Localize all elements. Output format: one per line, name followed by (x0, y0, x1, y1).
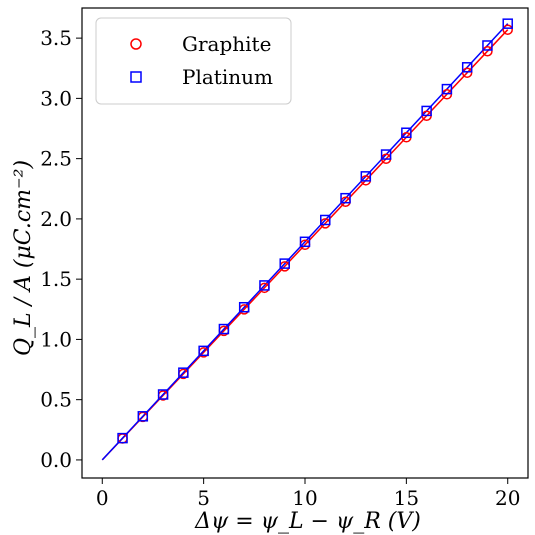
legend-label-platinum: Platinum (182, 65, 273, 89)
data-point-platinum (340, 192, 351, 204)
data-point-platinum (198, 345, 209, 357)
y-tick-label: 0.5 (40, 388, 72, 412)
data-point-platinum (218, 323, 230, 335)
data-point-platinum (441, 83, 453, 95)
legend-marker-platinum (130, 71, 142, 83)
data-point-platinum (482, 40, 493, 51)
data-point-platinum (238, 301, 250, 313)
legend-label-graphite: Graphite (182, 32, 271, 56)
legend-marker-graphite (130, 38, 142, 50)
data-point-platinum (279, 258, 290, 269)
data-point-graphite (502, 24, 513, 35)
data-point-graphite (461, 67, 473, 78)
data-point-platinum (461, 62, 473, 73)
fit-line-platinum (101, 23, 509, 461)
y-tick-label: 1.5 (40, 267, 72, 291)
legend-box (95, 17, 292, 105)
y-tick-label: 2.5 (40, 147, 72, 171)
y-tick-label: 0.0 (40, 448, 72, 472)
legend: Graphite Platinum (95, 17, 292, 105)
data-point-platinum (157, 389, 169, 400)
x-tick-label: 15 (394, 486, 419, 510)
data-point-platinum (137, 411, 149, 422)
data-point-platinum (117, 432, 128, 444)
data-point-platinum (178, 367, 189, 378)
x-axis-label: Δψ = ψ_L − ψ_R (V) (194, 509, 421, 534)
data-markers (117, 18, 513, 444)
data-point-platinum (259, 280, 270, 291)
y-tick-label: 3.5 (40, 26, 72, 50)
y-tick-label: 1.0 (40, 327, 72, 351)
x-tick-label: 20 (495, 486, 520, 510)
y-tick-label: 2.0 (40, 207, 72, 231)
x-tick-label: 5 (197, 486, 210, 510)
data-point-platinum (401, 127, 412, 138)
y-axis: 0.0 0.5 1.0 1.5 2.0 2.5 3.0 3.5 (40, 26, 82, 472)
fit-lines (101, 23, 509, 461)
data-point-graphite (482, 46, 493, 57)
y-tick-label: 3.0 (40, 86, 72, 110)
data-point-platinum (360, 171, 372, 182)
data-point-platinum (421, 105, 432, 117)
x-tick-label: 0 (96, 486, 109, 510)
x-axis: 0 5 10 15 20 (96, 478, 520, 510)
data-point-platinum (502, 18, 513, 29)
data-point-platinum (380, 149, 392, 160)
data-point-platinum (320, 214, 331, 226)
y-axis-label: Q_L / A (μC.cm⁻²) (11, 160, 36, 356)
data-point-platinum (299, 236, 311, 248)
x-tick-label: 10 (292, 486, 317, 510)
